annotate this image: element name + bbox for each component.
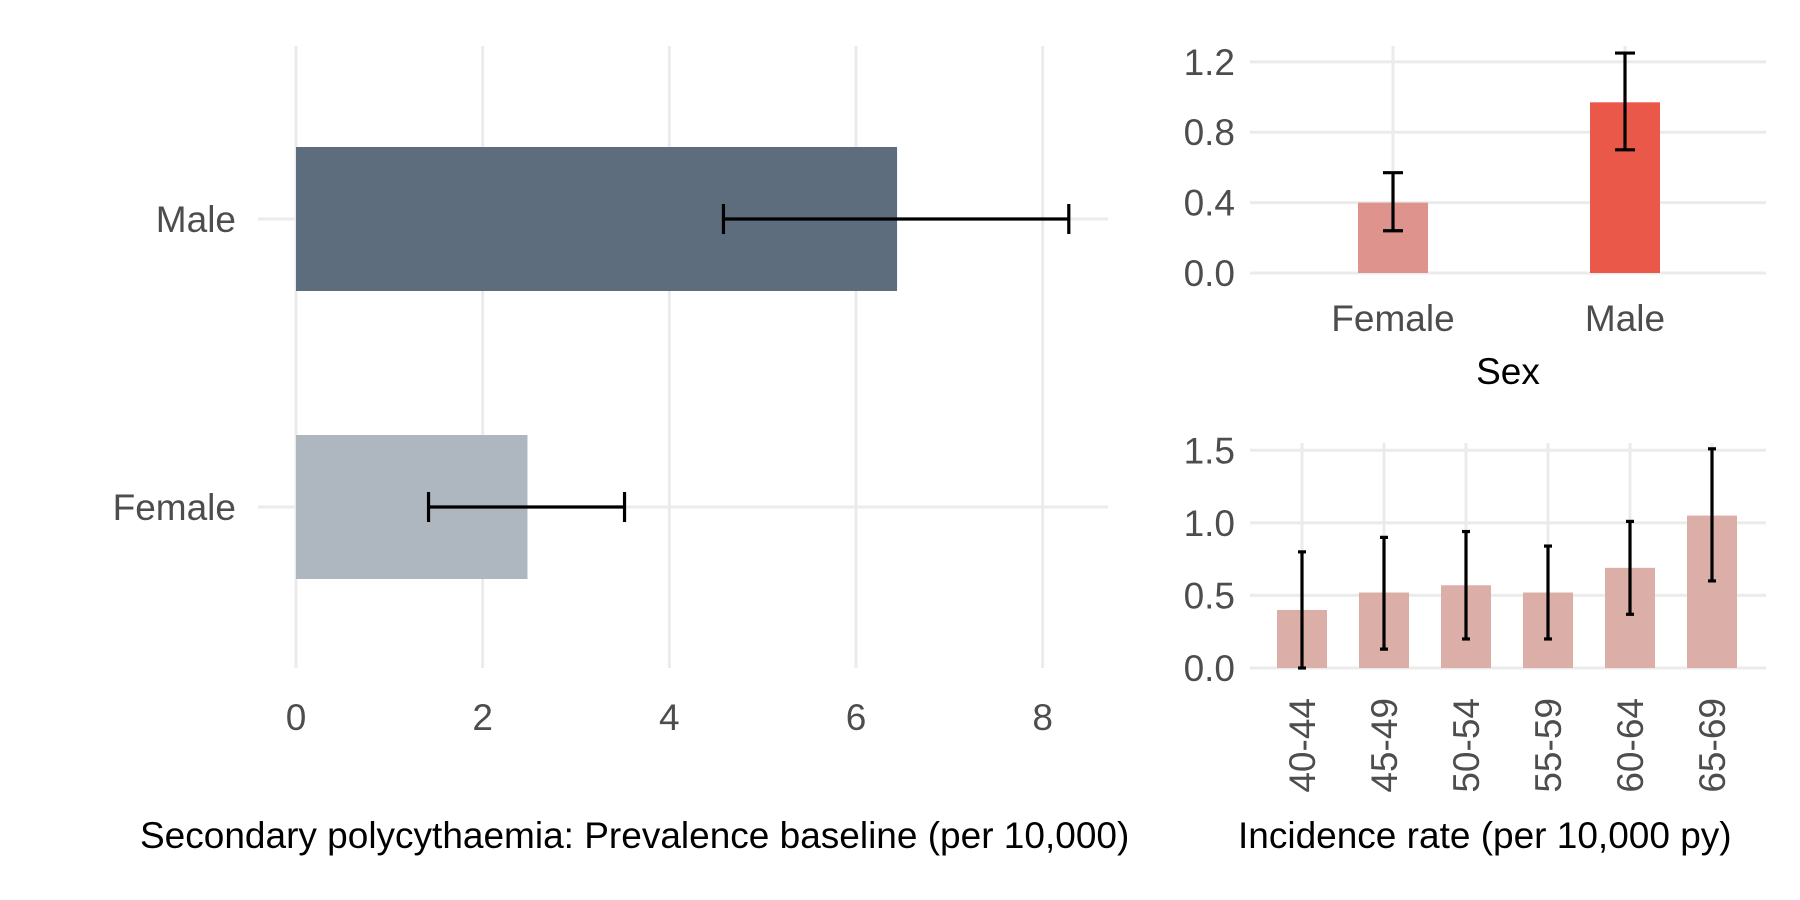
y-tick-label: 1.0 <box>1184 503 1235 544</box>
x-tick-label: 60-64 <box>1610 698 1651 793</box>
y-tick-label: 0.0 <box>1184 253 1235 294</box>
x-tick-label: 55-59 <box>1528 698 1569 793</box>
x-tick-label: 0 <box>286 697 307 738</box>
incidence-age-panel: 0.0 0.5 1.0 1.5 40-44 45-49 50-54 55-59 60-64 65-… <box>1184 430 1766 793</box>
x-tick-label: 6 <box>846 697 867 738</box>
x-tick-label: 50-54 <box>1446 698 1487 793</box>
x-tick-label: 45-49 <box>1364 698 1405 793</box>
y-tick-label: 0.5 <box>1184 575 1235 616</box>
incidence-sex-panel: 0.0 0.4 0.8 1.2 Female Male <box>1184 42 1766 339</box>
y-tick-label: 1.2 <box>1184 42 1235 83</box>
y-tick-label: 0.8 <box>1184 112 1235 153</box>
incidence-axis-title: Incidence rate (per 10,000 py) <box>1238 815 1732 856</box>
y-tick-label: Male <box>156 199 236 240</box>
x-tick-label: Male <box>1585 298 1665 339</box>
x-tick-label: 4 <box>659 697 680 738</box>
x-tick-label: Female <box>1331 298 1454 339</box>
y-tick-label: 0.0 <box>1184 648 1235 689</box>
sex-axis-title: Sex <box>1476 351 1540 392</box>
y-tick-label: 0.4 <box>1184 183 1235 224</box>
prevalence-axis-title: Secondary polycythaemia: Prevalence base… <box>140 815 1129 856</box>
x-tick-label: 2 <box>472 697 493 738</box>
x-tick-label: 40-44 <box>1282 698 1323 793</box>
x-tick-label: 8 <box>1032 697 1053 738</box>
y-tick-label: 1.5 <box>1184 430 1235 471</box>
y-tick-label: Female <box>113 487 236 528</box>
x-tick-label: 65-69 <box>1692 698 1733 793</box>
prevalence-panel: 0 2 4 6 8 Female Male <box>113 46 1108 738</box>
